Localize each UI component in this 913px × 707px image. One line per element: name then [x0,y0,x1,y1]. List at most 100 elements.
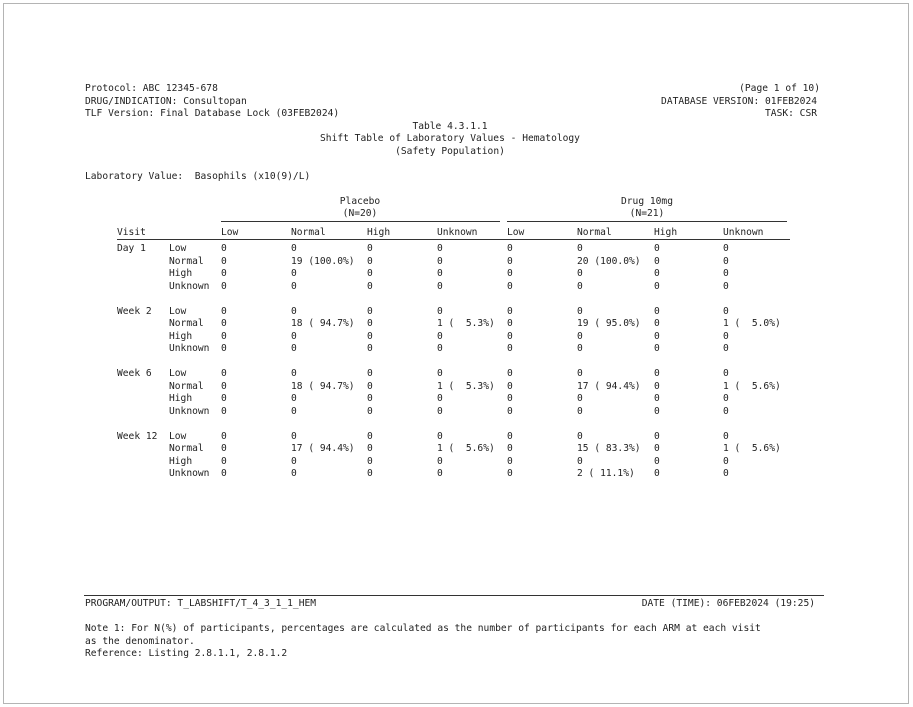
table-cell: 0 [437,393,443,404]
column-header-drug-normal: Normal [577,227,612,238]
table-cell: 0 [577,280,583,292]
table-cell: 18 ( 94.7%) [291,318,355,329]
drug-indication-label: DRUG/INDICATION: Consultopan [85,96,247,107]
table-cell: 17 ( 94.4%) [291,443,355,454]
table-cell: 0 [723,455,729,467]
table-cell: 0 [507,430,513,442]
table-cell: 0 [367,280,373,292]
table-cell: 0 [654,280,660,292]
table-cell: 0 [507,455,513,467]
table-cell: 0 [723,393,729,404]
table-cell: 0 [723,368,729,379]
table-cell: 0 [437,368,443,379]
baseline-label: Unknown [169,343,210,354]
table-cell: 0 [221,280,227,292]
table-cell: 0 [367,318,373,329]
reference-line: Reference: Listing 2.8.1.1, 2.8.1.2 [85,648,288,659]
table-cell: 0 [577,243,583,254]
column-header-drug-low: Low [507,227,525,238]
table-cell: 0 [367,405,373,417]
lab-value-label: Laboratory Value: Basophils (x10(9)/L) [85,171,311,182]
table-cell: 0 [654,368,660,379]
baseline-label: Unknown [169,405,210,417]
visit-label: Week 2 [117,305,152,317]
table-cell: 0 [507,243,513,254]
table-cell: 15 ( 83.3%) [577,443,641,454]
baseline-label: High [169,330,193,342]
table-cell: 0 [291,243,297,254]
table-cell: 0 [507,343,513,354]
table-cell: 0 [577,368,583,379]
baseline-label: Normal [169,380,204,392]
table-cell: 0 [654,330,660,342]
visit-label: Week 12 [117,430,158,442]
table-cell: 17 ( 94.4%) [577,380,641,392]
table-cell: 0 [507,255,513,267]
column-header-placebo-high: High [367,227,391,238]
arm-placebo-name: Placebo [339,196,381,207]
table-cell: 0 [437,468,443,479]
table-cell: 0 [367,330,373,342]
table-cell: 0 [291,393,297,404]
arm-drug-rule [507,221,787,222]
table-cell: 0 [367,443,373,454]
table-cell: 0 [367,455,373,467]
table-cell: 0 [723,330,729,342]
table-cell: 0 [437,305,443,317]
baseline-label: Low [169,430,187,442]
table-cell: 0 [437,243,443,254]
table-cell: 0 [367,255,373,267]
table-title: Shift Table of Laboratory Values - Hemat… [320,133,580,144]
table-cell: 2 ( 11.1%) [577,468,635,479]
table-cell: 0 [577,455,583,467]
table-cell: 0 [507,330,513,342]
table-cell: 0 [221,255,227,267]
table-cell: 0 [367,468,373,479]
arm-drug-n: (N=21) [629,208,665,219]
table-cell: 0 [291,268,297,279]
table-cell: 0 [507,443,513,454]
table-cell: 0 [221,393,227,404]
table-cell: 0 [221,455,227,467]
table-cell: 19 (100.0%) [291,255,355,267]
table-cell: 0 [577,393,583,404]
table-cell: 0 [221,368,227,379]
baseline-label: High [169,393,193,404]
table-cell: 0 [221,468,227,479]
table-cell: 0 [367,430,373,442]
table-cell: 0 [367,268,373,279]
table-cell: 0 [723,305,729,317]
table-cell: 0 [507,393,513,404]
table-cell: 0 [221,318,227,329]
table-cell: 0 [654,393,660,404]
table-cell: 0 [577,330,583,342]
table-cell: 0 [723,268,729,279]
table-cell: 0 [367,343,373,354]
table-cell: 0 [507,468,513,479]
baseline-label: Low [169,305,187,317]
table-cell: 0 [654,468,660,479]
table-cell: 0 [291,343,297,354]
arm-drug-name: Drug 10mg [621,196,673,207]
table-cell: 0 [507,405,513,417]
table-cell: 0 [577,305,583,317]
table-cell: 1 ( 5.0%) [723,318,781,329]
table-cell: 1 ( 5.6%) [437,443,495,454]
table-cell: 0 [723,430,729,442]
table-cell: 0 [723,468,729,479]
baseline-label: High [169,268,193,279]
table-cell: 0 [577,343,583,354]
table-cell: 0 [291,280,297,292]
table-cell: 20 (100.0%) [577,255,641,267]
table-cell: 0 [437,330,443,342]
table-cell: 0 [507,318,513,329]
table-cell: 0 [367,305,373,317]
table-cell: 0 [437,268,443,279]
column-header-drug-high: High [654,227,678,238]
baseline-label: Unknown [169,280,210,292]
protocol-label: Protocol: ABC 12345-678 [85,83,218,94]
table-cell: 0 [723,255,729,267]
table-cell: 0 [654,243,660,254]
table-cell: 0 [291,330,297,342]
table-cell: 0 [367,368,373,379]
